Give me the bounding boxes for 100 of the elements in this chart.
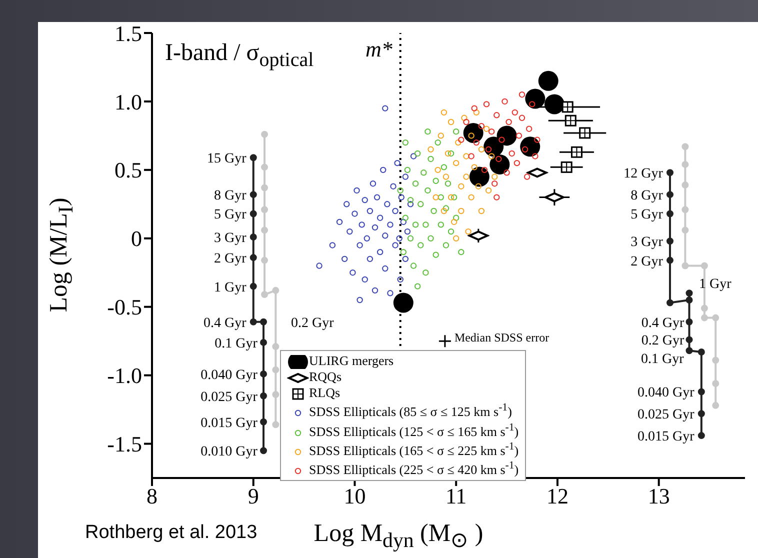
point (448, 194, 454, 200)
point (424, 128, 431, 135)
annotation: 2 Gyr (630, 254, 664, 270)
point (682, 181, 689, 188)
point (261, 206, 268, 214)
point (469, 166, 490, 187)
point (250, 210, 257, 218)
point (434, 166, 441, 174)
point (682, 160, 689, 168)
point (396, 235, 402, 242)
annotation: 0.1 Gyr (641, 352, 684, 368)
point (478, 123, 485, 130)
point (376, 214, 384, 221)
point (376, 248, 384, 256)
point (342, 256, 348, 262)
annotation: 0.015 Gyr (200, 416, 258, 431)
point (686, 290, 693, 297)
point (260, 338, 268, 346)
point (397, 276, 404, 283)
point (682, 206, 689, 214)
point (260, 447, 268, 454)
point (444, 180, 452, 187)
point (404, 228, 411, 235)
point (428, 156, 434, 162)
annotation: 5 Gyr (214, 208, 247, 223)
point (272, 366, 280, 374)
point (261, 291, 268, 298)
point (544, 94, 564, 114)
point (407, 201, 414, 208)
point (522, 146, 528, 152)
point (440, 164, 448, 170)
point (686, 347, 693, 354)
point (483, 126, 490, 132)
point (448, 118, 454, 126)
point (392, 208, 398, 214)
point (458, 183, 464, 190)
point (440, 208, 448, 214)
point (475, 183, 482, 190)
point (712, 402, 720, 409)
point (394, 160, 400, 166)
point (514, 160, 520, 166)
point (444, 150, 452, 157)
point (712, 380, 720, 388)
point (478, 146, 485, 152)
point (402, 214, 409, 221)
point (362, 276, 368, 283)
point (473, 109, 480, 116)
point (434, 139, 441, 146)
point (384, 201, 390, 208)
point (450, 218, 458, 226)
x-tick-label: 10 (344, 484, 366, 509)
point (438, 222, 444, 228)
point (458, 208, 464, 214)
point (428, 146, 434, 152)
point (430, 208, 437, 214)
point (483, 101, 490, 108)
point (272, 343, 280, 350)
point (700, 304, 708, 312)
point (392, 242, 398, 248)
annotation: 0.040 Gyr (200, 368, 258, 383)
point (468, 194, 474, 200)
point (402, 139, 409, 146)
annotation: 0.4 Gyr (641, 316, 685, 331)
legend-label: SDSS Ellipticals (225 < σ ≤ 420 km s$^{-1}$) (309, 460, 519, 478)
annotation: 0.2 Gyr (291, 316, 334, 332)
point (366, 256, 374, 262)
point (516, 132, 522, 139)
point (529, 101, 536, 108)
y-tick-label: -1.5 (107, 432, 142, 457)
point (346, 228, 353, 235)
point (666, 299, 674, 306)
point (442, 205, 450, 212)
point (422, 270, 429, 276)
point (420, 170, 427, 176)
point (329, 242, 336, 248)
y-tick-label: 1.5 (114, 20, 142, 46)
point (364, 235, 370, 242)
y-tick-label: -0.5 (107, 294, 142, 320)
text: Rothberg et al. 2013 (85, 522, 258, 543)
point (492, 180, 498, 187)
point (382, 232, 388, 239)
point (538, 70, 558, 91)
point (272, 286, 280, 294)
annotation: 0.025 Gyr (638, 408, 695, 423)
point (432, 194, 439, 200)
point (418, 242, 424, 248)
point (448, 150, 454, 157)
point (354, 187, 360, 194)
point (432, 252, 439, 258)
point (485, 187, 492, 194)
point (372, 224, 378, 231)
point (260, 392, 268, 400)
point (402, 174, 409, 180)
annotation: 0.4 Gyr (203, 316, 247, 331)
point (473, 139, 480, 146)
point (700, 314, 708, 322)
point (512, 109, 518, 116)
point (382, 105, 388, 112)
point (261, 164, 268, 171)
point (356, 242, 363, 248)
